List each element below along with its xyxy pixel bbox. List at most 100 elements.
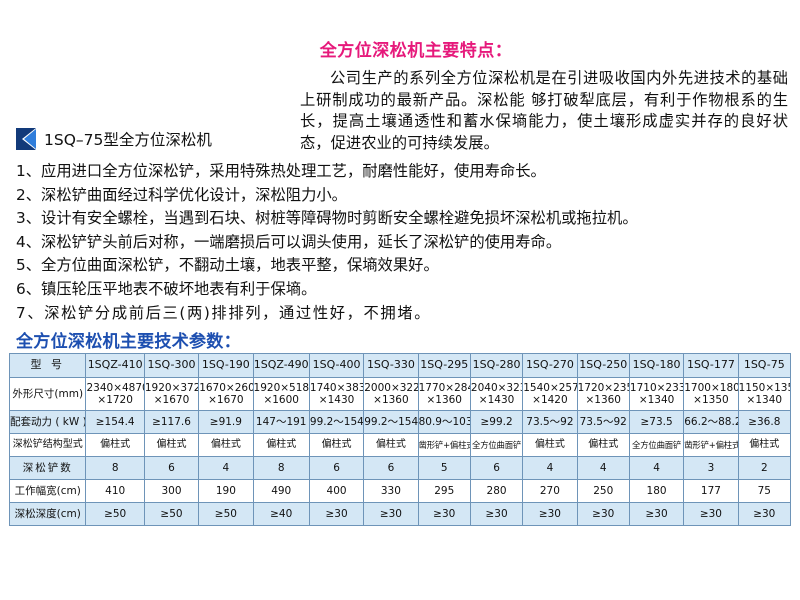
cell-model: 1SQ-180 (628, 353, 685, 378)
cell-structure: 全方位曲面铲 (628, 433, 685, 457)
cell-structure: 偏柱式 (363, 433, 419, 457)
features-title: 全方位深松机主要特点： (319, 41, 513, 61)
cell-dimension-line2: ×1430 (318, 394, 355, 406)
cell-shovel-count: 4 (576, 456, 630, 480)
cell-power: 73.5～92 (522, 410, 578, 434)
specs-table-body: 型 号 1SQZ-410 1SQ-300 1SQ-190 1SQZ-490 1SQ-400… (8, 353, 792, 526)
cell-dimension-line2: ×1360 (373, 394, 409, 406)
cell-model: 1SQ-330 (363, 353, 419, 378)
cell-dimensions: 2000×3220×1360 (363, 377, 419, 411)
cell-dimension-line2: ×1420 (532, 394, 568, 406)
cell-structure: 偏柱式 (252, 433, 310, 457)
cell-shovel-count: 4 (198, 456, 254, 480)
cell-model: 1SQ-190 (198, 353, 254, 378)
cell-dimension-line1: 1540×2570 (523, 381, 576, 394)
cell-dimensions: 1740×3830×1430 (308, 377, 365, 411)
row-label-dimensions: 外形尺寸(mm) (8, 377, 87, 411)
cell-power: 66.2～88.2 (683, 410, 739, 434)
cell-power: ≥117.6 (143, 410, 200, 434)
cell-shovel-count: 8 (85, 456, 145, 480)
cell-depth: ≥30 (417, 502, 471, 526)
product-name-row: 1SQ–75型全方位深松机 (16, 128, 212, 150)
cell-power: 73.5～92 (576, 410, 630, 434)
cell-dimensions: 2040×3230×1430 (469, 377, 524, 411)
cell-dimension-line1: 2000×3220 (364, 381, 417, 394)
cell-power: ≥36.8 (737, 410, 792, 434)
cell-dimensions: 1700×1800×1350 (683, 377, 739, 411)
cell-structure: 偏柱式 (143, 433, 200, 457)
row-label-structure: 深松铲结构型式 (8, 433, 87, 457)
cell-dimension-line2: ×1600 (263, 394, 299, 406)
cell-model: 1SQ-280 (469, 353, 524, 378)
cell-power: 80.9～103 (417, 410, 471, 434)
row-label-work-width: 工作幅宽(cm) (8, 479, 87, 503)
cell-dimensions: 1720×2350×1360 (576, 377, 630, 411)
product-name-label: 1SQ–75型全方位深松机 (44, 131, 212, 149)
cell-dimension-line1: 1670×2600 (199, 381, 252, 394)
cell-dimension-line1: 1740×3830 (309, 381, 362, 394)
cell-work-width: 180 (628, 479, 685, 503)
cell-work-width: 300 (143, 479, 200, 503)
cell-depth: ≥40 (252, 502, 310, 526)
table-row: 深松深度(cm) ≥50 ≥50 ≥50 ≥40 ≥30 ≥30 ≥30 ≥30 ≥30 ≥30 ≥3… (8, 502, 792, 526)
cell-shovel-count: 4 (522, 456, 578, 480)
list-item: 2、深松铲曲面经过科学优化设计，深松阻力小。 (16, 185, 347, 204)
cell-depth: ≥50 (143, 502, 200, 526)
cell-work-width: 490 (252, 479, 310, 503)
cell-shovel-count: 8 (252, 456, 310, 480)
cell-model: 1SQ-177 (683, 353, 739, 378)
cell-dimension-line2: ×1430 (478, 394, 515, 406)
table-row: 深松铲数 8 6 4 8 6 6 5 6 4 4 4 3 2 (8, 456, 792, 480)
specs-title: 全方位深松机主要技术参数： (16, 332, 241, 352)
cell-depth: ≥30 (469, 502, 524, 526)
cell-dimension-line1: 1150×1350 (738, 381, 789, 394)
cell-dimensions: 1710×2330×1340 (628, 377, 685, 411)
list-item: 3、设计有安全螺栓，当遇到石块、树桩等障碍物时剪断安全螺栓避免损坏深松机或拖拉机… (16, 209, 638, 228)
cell-depth: ≥30 (683, 502, 739, 526)
cell-dimension-line1: 1920×5180 (253, 381, 310, 394)
cell-dimension-line2: ×1670 (153, 394, 190, 406)
list-item: 5、全方位曲面深松铲，不翻动土壤，地表平整，保墒效果好。 (16, 256, 439, 275)
cell-dimension-line2: ×1340 (638, 394, 675, 406)
row-label-shovel-count: 深松铲数 (8, 456, 87, 480)
cell-work-width: 75 (737, 479, 792, 503)
cell-structure: 偏柱式 (198, 433, 254, 457)
cell-shovel-count: 6 (363, 456, 419, 480)
table-row: 工作幅宽(cm) 410 300 190 490 400 330 295 280 270 250 18… (8, 479, 792, 503)
cell-dimension-line2: ×1360 (426, 394, 462, 406)
cell-shovel-count: 5 (417, 456, 471, 480)
cell-shovel-count: 2 (737, 456, 792, 480)
row-label-model: 型 号 (8, 353, 87, 378)
cell-power: ≥154.4 (85, 410, 145, 434)
table-row: 深松铲结构型式 偏柱式 偏柱式 偏柱式 偏柱式 偏柱式 偏柱式 凿形铲+偏柱式 全方位曲面铲 偏柱… (8, 433, 792, 457)
cell-shovel-count: 4 (628, 456, 685, 480)
cell-depth: ≥50 (85, 502, 145, 526)
cell-model: 1SQ-75 (737, 353, 792, 378)
cell-dimensions: 2340×4870 ×1720 (85, 377, 145, 411)
cell-structure: 凿形铲+偏柱式 (683, 433, 739, 457)
list-item: 6、镇压轮压平地表不破坏地表有利于保墒。 (16, 279, 317, 298)
cell-depth: ≥30 (308, 502, 365, 526)
cell-power: 99.2～154.4 (363, 410, 419, 434)
cell-depth: ≥30 (522, 502, 578, 526)
cell-dimension-line2: ×1340 (746, 394, 783, 406)
cell-shovel-count: 3 (683, 456, 739, 480)
cell-power: ≥99.2 (469, 410, 524, 434)
cell-dimension-line2: ×1720 (97, 394, 133, 406)
cell-shovel-count: 6 (308, 456, 365, 480)
cell-work-width: 270 (522, 479, 578, 503)
list-item: 7、深松铲分成前后三(两)排排列，通过性好，不拥堵。 (16, 303, 432, 322)
cell-power: ≥91.9 (198, 410, 254, 434)
feature-list: 1、应用进口全方位深松铲，采用特殊热处理工艺，耐磨性能好，使用寿命长。 2、深松… (16, 160, 792, 325)
cell-dimension-line1: 1920×3720 (144, 381, 197, 394)
cell-structure: 偏柱式 (522, 433, 578, 457)
cell-dimensions: 1150×1350×1340 (737, 377, 792, 411)
cell-work-width: 410 (85, 479, 145, 503)
cell-model: 1SQ-400 (308, 353, 365, 378)
cell-depth: ≥50 (198, 502, 254, 526)
cell-model: 1SQZ-490 (252, 353, 310, 378)
cell-dimension-line1: 2040×3230 (470, 381, 521, 394)
cell-dimension-line1: 1720×2350 (577, 381, 628, 394)
specs-table-wrapper: 型 号 1SQZ-410 1SQ-300 1SQ-190 1SQZ-490 1SQ-400… (8, 353, 792, 526)
cell-power: 147～191 (252, 410, 310, 434)
